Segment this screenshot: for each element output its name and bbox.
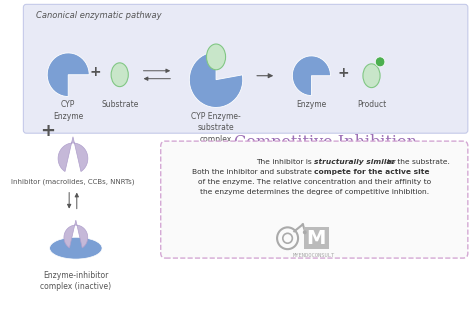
FancyBboxPatch shape bbox=[161, 141, 468, 258]
FancyBboxPatch shape bbox=[304, 227, 328, 249]
Text: CYP
Enzyme: CYP Enzyme bbox=[53, 100, 83, 121]
Circle shape bbox=[303, 230, 307, 234]
Text: structurally similar: structurally similar bbox=[314, 159, 395, 165]
Ellipse shape bbox=[111, 63, 128, 87]
Text: Product: Product bbox=[357, 100, 386, 109]
Text: Inhibitor (macrolides, CCBs, NNRTs): Inhibitor (macrolides, CCBs, NNRTs) bbox=[11, 179, 135, 185]
Text: Enzyme: Enzyme bbox=[296, 100, 327, 109]
Text: Enzyme-inhibitor
complex (inactive): Enzyme-inhibitor complex (inactive) bbox=[40, 271, 111, 291]
Ellipse shape bbox=[207, 44, 226, 70]
Text: MYENDOCONSULT: MYENDOCONSULT bbox=[293, 253, 336, 258]
Wedge shape bbox=[292, 56, 330, 95]
Text: Canonical enzymatic pathway: Canonical enzymatic pathway bbox=[36, 11, 162, 20]
FancyBboxPatch shape bbox=[23, 4, 468, 133]
Text: the enzyme determines the degree of competitive inhibition.: the enzyme determines the degree of comp… bbox=[200, 189, 429, 195]
Circle shape bbox=[375, 57, 385, 67]
Text: CYP Enzyme-
substrate
complex: CYP Enzyme- substrate complex bbox=[191, 112, 241, 144]
Polygon shape bbox=[58, 137, 88, 172]
Text: of the enzyme. The relative concentration and their affinity to: of the enzyme. The relative concentratio… bbox=[198, 179, 431, 185]
Text: to the substrate.: to the substrate. bbox=[385, 159, 450, 165]
Text: +: + bbox=[40, 122, 55, 140]
Text: +: + bbox=[337, 66, 349, 80]
Text: Substrate: Substrate bbox=[101, 100, 138, 110]
Text: M: M bbox=[307, 229, 326, 248]
Text: +: + bbox=[89, 65, 100, 79]
Text: compete for the active site: compete for the active site bbox=[314, 169, 430, 175]
Text: Both the inhibitor and substrate: Both the inhibitor and substrate bbox=[192, 169, 314, 175]
Wedge shape bbox=[189, 52, 243, 107]
Text: The inhibitor is: The inhibitor is bbox=[256, 159, 314, 165]
Wedge shape bbox=[47, 53, 89, 96]
Ellipse shape bbox=[363, 64, 380, 88]
Polygon shape bbox=[64, 220, 88, 248]
Ellipse shape bbox=[50, 237, 102, 259]
Text: Competitive Inhibition: Competitive Inhibition bbox=[234, 134, 417, 151]
